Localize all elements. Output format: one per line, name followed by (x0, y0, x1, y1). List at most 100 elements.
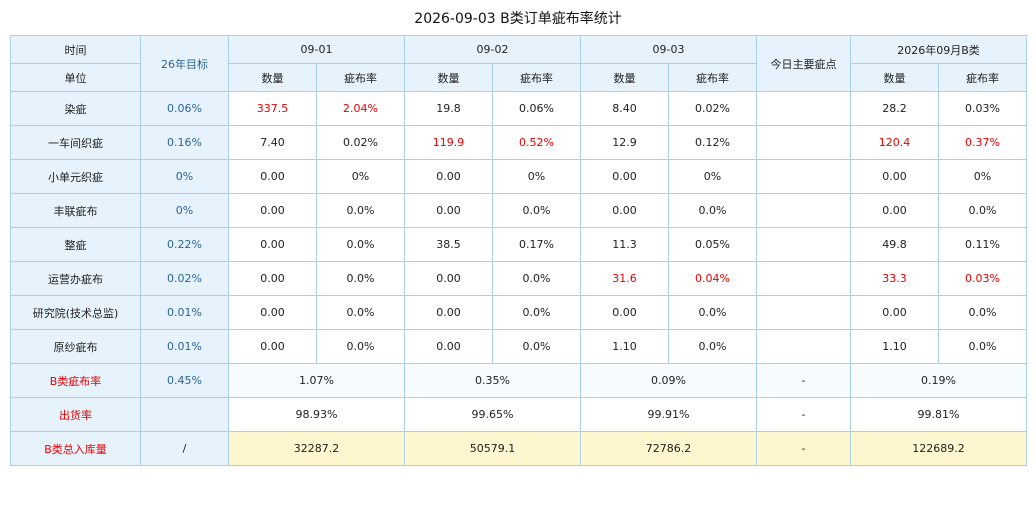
table-row: 原纱疵布 0.01% 0.00 0.0% 0.00 0.0% 1.10 0.0%… (10, 329, 1028, 364)
header-rate: 疵布率 (316, 63, 405, 92)
cell-main-defect (756, 91, 851, 126)
cell-qty: 0.00 (580, 159, 669, 194)
cell-day-3: 0.09% (580, 363, 757, 398)
cell-qty: 0.00 (404, 329, 493, 364)
row-unit: 整疵 (10, 227, 141, 262)
cell-qty: 11.3 (580, 227, 669, 262)
cell-day-1: 98.93% (228, 397, 405, 432)
row-target: / (140, 431, 229, 466)
header-row-dates: 时间 26年目标 09-01 09-02 09-03 今日主要疵点 2026年0… (10, 35, 1028, 92)
cell-rate: 0.0% (492, 329, 581, 364)
cell-qty: 8.40 (580, 91, 669, 126)
cell-rate: 2.04% (316, 91, 405, 126)
cell-rate: 0.0% (492, 261, 581, 296)
cell-main-defect (756, 227, 851, 262)
header-rate: 疵布率 (492, 63, 581, 92)
cell-month-rate: 0.0% (937, 329, 1028, 364)
cell-qty: 337.5 (228, 91, 317, 126)
row-target: 0.16% (140, 125, 229, 160)
table-row: 运营办疵布 0.02% 0.00 0.0% 0.00 0.0% 31.6 0.0… (10, 261, 1028, 296)
cell-rate: 0.05% (668, 227, 757, 262)
table-row: 一车间织疵 0.16% 7.40 0.02% 119.9 0.52% 12.9 … (10, 125, 1028, 160)
cell-qty: 0.00 (228, 227, 317, 262)
cell-qty: 0.00 (228, 261, 317, 296)
cell-qty: 7.40 (228, 125, 317, 160)
cell-main-defect (756, 193, 851, 228)
row-target: 0.01% (140, 295, 229, 330)
row-unit: 染疵 (10, 91, 141, 126)
cell-rate: 0.02% (316, 125, 405, 160)
cell-day-2: 50579.1 (404, 431, 581, 466)
cell-main-defect: - (756, 363, 851, 398)
header-row-metrics: 单位 数量 疵布率 数量 疵布率 数量 疵布率 数量 疵布率 (10, 63, 1028, 92)
cell-main-defect (756, 125, 851, 160)
cell-rate: 0.0% (316, 295, 405, 330)
cell-month-qty: 28.2 (850, 91, 939, 126)
cell-rate: 0.0% (492, 193, 581, 228)
defect-rate-table: 时间 26年目标 09-01 09-02 09-03 今日主要疵点 2026年0… (10, 35, 1028, 466)
cell-month: 122689.2 (849, 431, 1028, 466)
cell-qty: 1.10 (580, 329, 669, 364)
cell-main-defect (756, 329, 851, 364)
cell-qty: 0.00 (404, 193, 493, 228)
cell-day-2: 99.65% (404, 397, 581, 432)
cell-qty: 119.9 (404, 125, 493, 160)
header-date-3: 09-03 (580, 35, 757, 64)
cell-month: 0.19% (849, 363, 1028, 398)
report-title: 2026-09-03 B类订单疵布率统计 (414, 11, 622, 27)
row-unit: B类总入库量 (10, 431, 141, 466)
cell-qty: 0.00 (404, 159, 493, 194)
cell-rate: 0.0% (668, 193, 757, 228)
cell-rate: 0.0% (668, 329, 757, 364)
header-main-defect: 今日主要疵点 (756, 35, 851, 92)
cell-rate: 0.02% (668, 91, 757, 126)
cell-qty: 0.00 (580, 193, 669, 228)
cell-month-qty: 0.00 (850, 193, 939, 228)
cell-main-defect: - (756, 397, 851, 432)
cell-qty: 31.6 (580, 261, 669, 296)
cell-rate: 0.52% (492, 125, 581, 160)
header-unit: 单位 (10, 63, 141, 92)
cell-month-qty: 33.3 (850, 261, 939, 296)
header-month: 2026年09月B类 (849, 35, 1028, 64)
row-unit: 一车间织疵 (10, 125, 141, 160)
row-unit: 出货率 (10, 397, 141, 432)
cell-month-qty: 0.00 (850, 159, 939, 194)
cell-day-3: 72786.2 (580, 431, 757, 466)
header-qty: 数量 (228, 63, 317, 92)
cell-rate: 0.0% (316, 227, 405, 262)
cell-month-qty: 0.00 (850, 295, 939, 330)
cell-day-1: 1.07% (228, 363, 405, 398)
cell-rate: 0.0% (668, 295, 757, 330)
cell-qty: 0.00 (580, 295, 669, 330)
cell-rate: 0.0% (492, 295, 581, 330)
cell-month-qty: 49.8 (850, 227, 939, 262)
row-unit: 小单元织疵 (10, 159, 141, 194)
cell-rate: 0.0% (316, 261, 405, 296)
cell-month-rate: 0.0% (937, 193, 1028, 228)
row-target (140, 397, 229, 432)
cell-qty: 19.8 (404, 91, 493, 126)
cell-rate: 0.0% (316, 329, 405, 364)
header-date-1: 09-01 (228, 35, 405, 64)
cell-qty: 0.00 (404, 295, 493, 330)
table-row: 染疵 0.06% 337.5 2.04% 19.8 0.06% 8.40 0.0… (10, 91, 1028, 126)
header-qty: 数量 (850, 63, 939, 92)
table-row: 研究院(技术总监) 0.01% 0.00 0.0% 0.00 0.0% 0.00… (10, 295, 1028, 330)
row-unit: B类疵布率 (10, 363, 141, 398)
cell-main-defect (756, 295, 851, 330)
cell-rate: 0.04% (668, 261, 757, 296)
cell-rate: 0.06% (492, 91, 581, 126)
row-unit: 研究院(技术总监) (10, 295, 141, 330)
cell-month-rate: 0.37% (937, 125, 1028, 160)
cell-qty: 0.00 (228, 295, 317, 330)
cell-qty: 0.00 (404, 261, 493, 296)
row-target: 0.45% (140, 363, 229, 398)
cell-month-rate: 0.03% (937, 261, 1028, 296)
cell-month-rate: 0.11% (937, 227, 1028, 262)
cell-qty: 12.9 (580, 125, 669, 160)
cell-month-qty: 1.10 (850, 329, 939, 364)
row-target: 0.01% (140, 329, 229, 364)
table-row: 整疵 0.22% 0.00 0.0% 38.5 0.17% 11.3 0.05%… (10, 227, 1028, 262)
row-unit: 丰联疵布 (10, 193, 141, 228)
